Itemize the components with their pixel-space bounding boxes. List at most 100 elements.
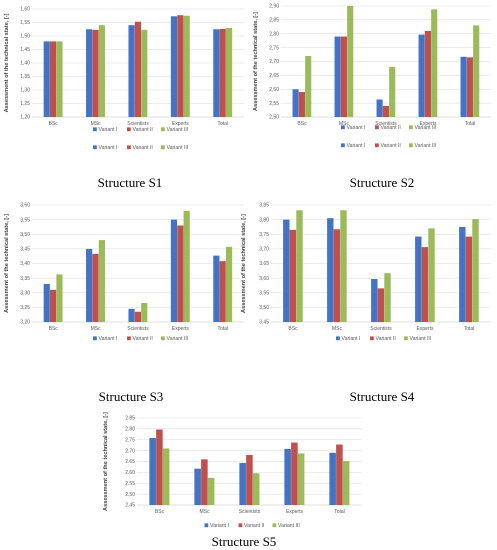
x-tick-label: Total	[464, 326, 475, 332]
bar-variant-i-msc	[86, 29, 93, 117]
x-tick-label: Scientists	[127, 326, 149, 332]
legend-swatch	[93, 127, 97, 132]
legend-swatch	[375, 125, 379, 130]
y-tick-label: 3,75	[259, 232, 269, 238]
x-tick-label: Experts	[420, 121, 437, 127]
x-tick-label: BSc	[297, 121, 307, 127]
bar-variant-i-total	[460, 56, 467, 117]
bar-variant-i-scientists	[128, 25, 135, 118]
y-tick-label: 3,80	[259, 217, 269, 223]
y-tick-label: 3,55	[259, 290, 269, 296]
y-tick-label: 2.75	[125, 437, 135, 443]
bar-variant-i-experts	[284, 448, 291, 505]
legend-swatch	[127, 127, 131, 132]
legend-label: Variant III	[167, 127, 189, 133]
y-tick-label: 3,55	[20, 217, 30, 223]
bar-variant-ii-scientists	[377, 288, 385, 322]
chart-caption: Structure S1	[98, 175, 163, 190]
bar-variant-iii-experts	[428, 228, 435, 322]
y-tick-label: 3,40	[20, 261, 30, 267]
bar-variant-ii-bsc	[289, 229, 297, 322]
x-tick-label: Total	[218, 326, 229, 332]
legend-label: Variant I	[99, 127, 118, 133]
chart-structure-s4: 3,45 3,50 3,55 3,60 3,65 3,70 3,75 3,80 3,85 Asse…	[241, 203, 491, 404]
bar-variant-iii-scientists	[384, 273, 391, 322]
y-tick-label: 2.70	[125, 448, 135, 454]
legend-label: Variant III	[167, 336, 189, 342]
bar-variant-iii-total	[225, 246, 233, 322]
y-tick-label: 1,40	[20, 61, 30, 67]
bar-variant-i-experts	[418, 34, 425, 117]
y-tick-label: 1,45	[20, 47, 30, 53]
legend-swatch	[238, 523, 243, 528]
bar-variant-iii-total	[472, 219, 479, 322]
legend-label: Variant I	[347, 143, 366, 149]
x-tick-label: Total	[334, 509, 345, 515]
y-tick-label: 1,20	[20, 115, 30, 121]
legend: Variant I Variant II Variant III	[93, 145, 188, 151]
legend-label: Variant I	[210, 523, 229, 529]
legend-swatch	[93, 336, 97, 341]
legend-swatch	[409, 125, 413, 130]
bar-variant-i-scientists	[371, 279, 378, 322]
bar-variant-ii-scientists	[246, 454, 253, 505]
y-tick-label: 3,70	[259, 247, 269, 253]
chart-caption: Structure S5	[212, 534, 277, 549]
legend: Variant I Variant II Variant III	[336, 336, 431, 342]
legend-label: Variant II	[381, 125, 401, 131]
bar-variant-ii-bsc	[50, 41, 57, 117]
bar-variant-i-bsc	[149, 438, 156, 505]
y-tick-label: 2.65	[125, 459, 135, 465]
x-tick-label: Experts	[172, 121, 189, 127]
y-tick-label: 1,55	[20, 20, 30, 26]
bar-variant-iii-scientists	[141, 29, 148, 117]
bar-variant-i-total	[329, 452, 336, 505]
bar-variant-i-bsc	[283, 219, 290, 322]
x-tick-label: MSc	[91, 121, 102, 127]
bar-variant-iii-experts	[183, 15, 190, 117]
y-tick-label: 2.55	[125, 481, 135, 487]
bar-variant-ii-msc	[92, 253, 99, 322]
bar-variant-iii-total	[225, 27, 233, 117]
x-tick-label: Total	[218, 121, 229, 127]
bar-variant-iii-total	[342, 461, 350, 505]
bar-variant-iii-scientists	[389, 67, 396, 117]
y-tick-label: 2,70	[269, 59, 279, 65]
y-tick-label: 3,50	[259, 305, 269, 311]
legend-swatch	[161, 336, 165, 341]
bar-variant-iii-total	[473, 25, 480, 117]
bar-variant-iii-bsc	[56, 41, 63, 117]
legend-label: Variant III	[415, 143, 437, 149]
bar-variant-ii-experts	[424, 30, 431, 118]
bar-variant-ii-scientists	[134, 311, 141, 322]
x-tick-label: Experts	[172, 326, 189, 332]
legend-swatch	[127, 336, 131, 341]
y-tick-label: 2.50	[125, 492, 135, 498]
legend: Variant I Variant II Variant III	[204, 523, 300, 529]
y-tick-label: 2,80	[269, 31, 279, 37]
legend-label: Variant II	[133, 127, 153, 133]
legend-swatch	[341, 143, 345, 148]
y-tick-label: 2,60	[269, 87, 279, 93]
legend-label: Variant II	[381, 143, 401, 149]
x-tick-label: BSc	[49, 121, 59, 127]
legend-label: Variant III	[410, 336, 432, 342]
legend-label: Variant II	[133, 145, 153, 151]
bar-variant-iii-msc	[347, 6, 354, 117]
bar-variant-i-experts	[170, 16, 178, 117]
y-tick-label: 2,75	[269, 45, 279, 51]
chart-structure-s2: 2,50 2,55 2,60 2,65 2,70 2,75 2,80 2,85 2,90 Asse…	[253, 4, 491, 190]
x-tick-label: Experts	[417, 326, 434, 332]
legend-swatch	[409, 143, 413, 148]
bar-variant-iii-scientists	[252, 473, 260, 505]
legend-label: Variant II	[133, 336, 153, 342]
bar-variant-iii-bsc	[296, 210, 303, 322]
x-tick-label: BSc	[49, 326, 59, 332]
bar-variant-iii-bsc	[162, 448, 170, 505]
bar-variant-iii-bsc	[56, 274, 63, 322]
y-axis-label: Assessment of the technical state, [-]	[4, 214, 10, 313]
bar-variant-i-msc	[194, 468, 201, 505]
y-axis-label: Assessment of the technical state, [-]	[4, 13, 10, 112]
bar-variant-ii-experts	[291, 442, 298, 505]
